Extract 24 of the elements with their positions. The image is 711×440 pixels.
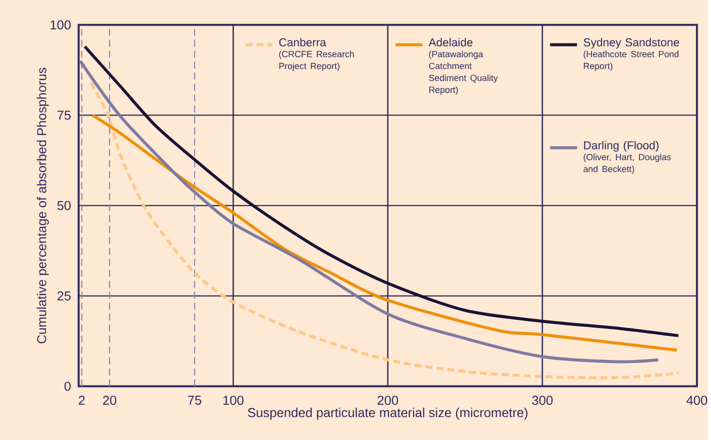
x-tick-label: 400 <box>686 396 708 405</box>
x-tick-label: 75 <box>188 396 202 405</box>
legend-label: Darling (Flood) <box>584 140 658 152</box>
y-tick-label: 100 <box>50 20 71 30</box>
y-axis-title: Cumulative percentage of absorbed Phosphorus <box>36 68 49 344</box>
line-series <box>91 114 678 352</box>
annotation: (Heathcote Street Pond Report) <box>584 50 678 71</box>
legend-label: Sydney Sandstone <box>584 38 680 49</box>
x-tick-label: 200 <box>378 396 398 405</box>
x-axis-title: Suspended particulate material size (micrometre) <box>248 408 528 420</box>
annotation: (Patawalonga Catchment Sediment Quality Report) <box>428 50 498 95</box>
legend-label: Canberra <box>279 38 326 46</box>
annotation: (Oliver, Hart, Douglas and Beckett) <box>584 154 671 174</box>
y-tick-label: 0 <box>64 382 71 391</box>
x-tick-label: 300 <box>532 396 553 405</box>
y-tick-label: 75 <box>58 110 71 120</box>
x-tick-label: 100 <box>223 396 244 405</box>
legend-label: Adelaide <box>428 38 472 46</box>
x-tick-label: 20 <box>103 396 116 405</box>
annotation: (CRCFE Research Project Report) <box>279 50 354 71</box>
y-tick-label: 25 <box>57 291 71 300</box>
y-tick-label: 50 <box>57 200 71 210</box>
line-series <box>90 81 680 380</box>
x-tick-label: 2 <box>78 396 85 405</box>
